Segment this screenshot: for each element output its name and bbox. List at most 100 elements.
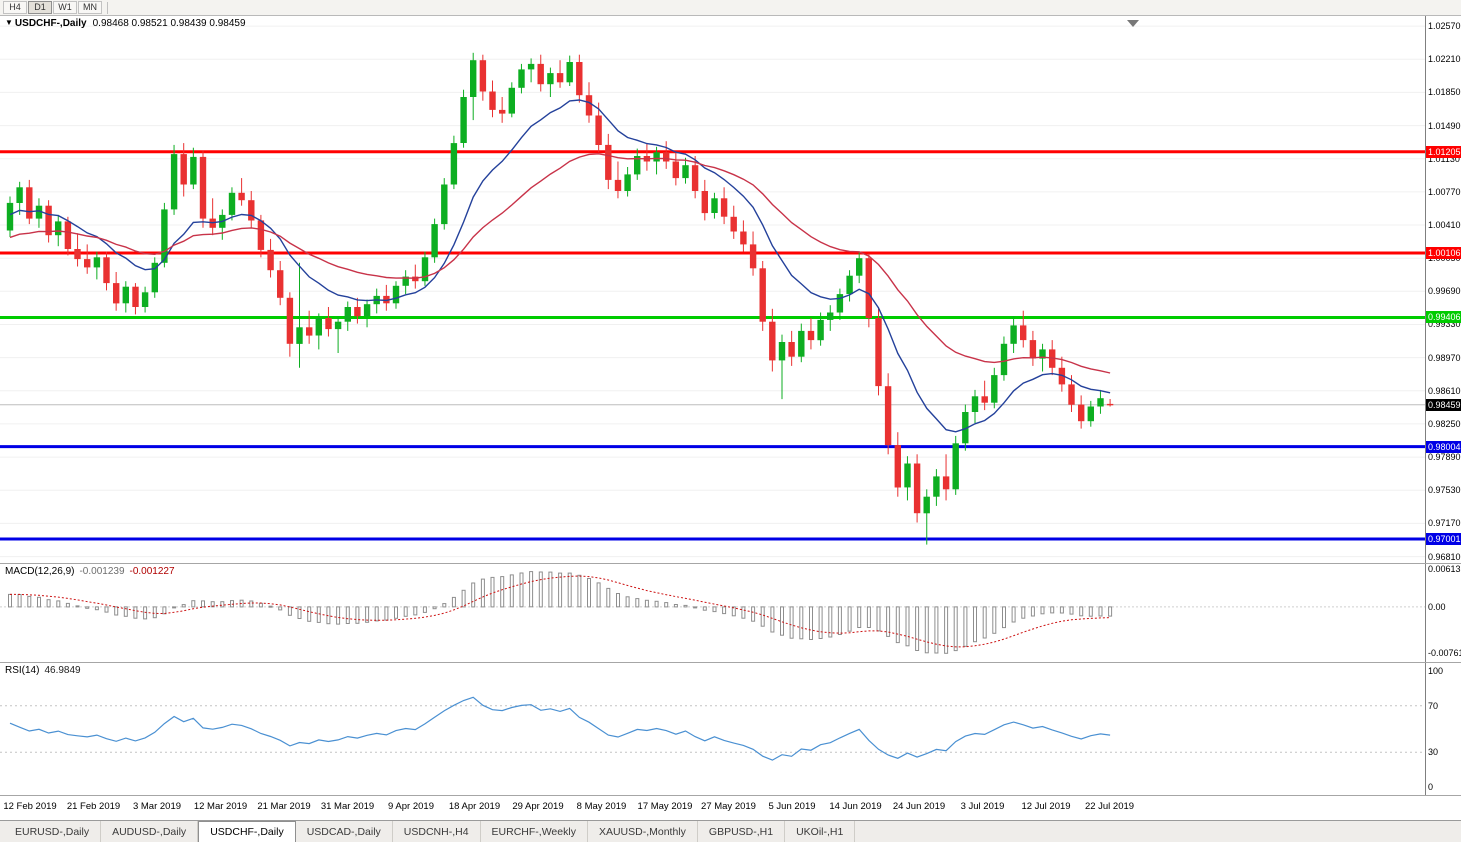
- price-axis-label: 0.99690: [1428, 286, 1461, 297]
- candle-body: [1029, 340, 1037, 359]
- macd-bar: [799, 606, 804, 640]
- candle-body: [769, 321, 776, 361]
- date-axis-label: 12 Jul 2019: [1021, 801, 1071, 812]
- candle-body: [942, 476, 950, 490]
- candle-body: [875, 318, 882, 387]
- price-axis-label: 0.98250: [1428, 418, 1461, 429]
- macd-bar: [1002, 606, 1006, 629]
- timeframe-button-d1[interactable]: D1: [28, 1, 52, 14]
- macd-bar: [953, 606, 958, 652]
- level-price-tag: 0.99406: [1426, 311, 1461, 324]
- macd-bar: [644, 599, 649, 608]
- rsi-line: [9, 696, 1111, 761]
- candle-body: [663, 152, 670, 162]
- macd-main-value: -0.001239: [79, 566, 125, 577]
- macd-bar: [104, 606, 109, 613]
- chart-tab-eurusd-daily[interactable]: EURUSD-,Daily: [4, 821, 102, 842]
- candle-body: [759, 268, 766, 322]
- chart-tab-xauusd-monthly[interactable]: XAUUSD-,Monthly: [588, 821, 698, 842]
- macd-bar: [857, 606, 862, 629]
- candle-body: [363, 304, 371, 317]
- timeframe-button-mn[interactable]: MN: [78, 1, 102, 14]
- macd-bar: [471, 582, 476, 608]
- macd-bar: [606, 587, 611, 608]
- candle-body: [383, 295, 390, 304]
- price-axis[interactable]: 1.02570 1.02210 1.01850 1.01490 1.01130 1.007…: [1425, 16, 1461, 563]
- macd-bar: [1059, 606, 1064, 614]
- chart-tab-usdcad-daily[interactable]: USDCAD-,Daily: [296, 821, 393, 842]
- macd-bar: [355, 606, 360, 624]
- date-axis-label: 14 Jun 2019: [829, 801, 882, 812]
- candle-body: [653, 152, 660, 162]
- chart-tab-ukoil-h1[interactable]: UKOil-,H1: [785, 821, 856, 842]
- candle-body: [26, 187, 33, 219]
- macd-bar: [37, 596, 41, 608]
- price-axis-label: 0.97530: [1428, 485, 1461, 496]
- timeframe-button-w1[interactable]: W1: [53, 1, 77, 14]
- macd-bar: [751, 606, 756, 622]
- candle-body: [55, 221, 62, 236]
- date-axis-label: 24 Jun 2019: [892, 801, 946, 812]
- macd-bar: [741, 606, 746, 619]
- macd-bar: [963, 606, 968, 647]
- chart-tab-usdcnh-h4[interactable]: USDCNH-,H4: [393, 821, 481, 842]
- chart-tab-usdchf-daily[interactable]: USDCHF-,Daily: [198, 821, 296, 842]
- candle-body: [132, 286, 139, 307]
- macd-bar: [895, 606, 900, 644]
- candle-body: [788, 342, 795, 357]
- candle-body: [402, 276, 409, 286]
- ohlc-values: 0.98468 0.98521 0.98439 0.98459: [92, 18, 246, 29]
- rsi-canvas[interactable]: [0, 663, 1425, 795]
- candle-body: [971, 396, 979, 412]
- chart-tab-audusd-daily[interactable]: AUDUSD-,Daily: [101, 821, 199, 842]
- macd-axis-label: 0.00613: [1428, 564, 1461, 575]
- candle-body: [691, 165, 699, 191]
- candle-body: [798, 330, 805, 357]
- macd-bar: [1079, 606, 1084, 617]
- chart-tab-eurchf-weekly[interactable]: EURCHF-,Weekly: [481, 821, 588, 842]
- candle-body: [981, 396, 988, 403]
- candle-body: [248, 200, 255, 221]
- date-axis-label: 12 Mar 2019: [193, 801, 248, 812]
- candle-body: [334, 321, 342, 330]
- macd-bar: [287, 606, 292, 616]
- date-axis-label: 31 Mar 2019: [320, 801, 375, 812]
- candle-body: [354, 307, 361, 317]
- date-axis-label: 21 Feb 2019: [66, 801, 121, 812]
- candle-body: [470, 60, 477, 97]
- time-axis[interactable]: 12 Feb 2019 21 Feb 2019 3 Mar 2019 12 Mar 2…: [0, 795, 1461, 820]
- macd-bar: [123, 606, 128, 617]
- candle-body: [778, 342, 786, 361]
- candle-body: [605, 144, 612, 180]
- price-axis-label: 0.98970: [1428, 352, 1461, 363]
- macd-bar: [365, 606, 370, 623]
- macd-canvas[interactable]: [0, 564, 1425, 662]
- candle-body: [1106, 403, 1114, 406]
- rsi-axis-label: 30: [1428, 747, 1439, 758]
- timeframe-button-h4[interactable]: H4: [3, 1, 27, 14]
- toolbar-separator: [107, 1, 108, 14]
- candle-body: [836, 294, 844, 313]
- candle-body: [1010, 325, 1017, 344]
- candle-body: [614, 179, 622, 191]
- macd-bar: [509, 574, 514, 608]
- candle-body: [93, 257, 101, 268]
- chart-tab-gbpusd-h1[interactable]: GBPUSD-,H1: [698, 821, 786, 842]
- candle-body: [257, 220, 265, 250]
- macd-bar: [500, 576, 505, 608]
- macd-bar: [837, 606, 842, 636]
- candle-body: [711, 198, 718, 213]
- price-chart-canvas[interactable]: [0, 16, 1425, 563]
- candle-body: [479, 60, 487, 92]
- macd-bar: [307, 606, 312, 622]
- level-price-tag: 0.98004: [1426, 440, 1461, 453]
- rsi-axis-label: 70: [1428, 700, 1439, 711]
- candle-body: [527, 63, 535, 70]
- price-axis-label: 1.02570: [1428, 21, 1461, 32]
- macd-bar: [654, 600, 659, 608]
- macd-bar: [915, 606, 920, 651]
- rsi-indicator-pane: 100 70 30 0 RSI(14) 46.9849: [0, 662, 1461, 795]
- date-axis-label: 3 Mar 2019: [132, 801, 182, 812]
- candle-body: [199, 156, 207, 219]
- macd-bar: [403, 606, 408, 617]
